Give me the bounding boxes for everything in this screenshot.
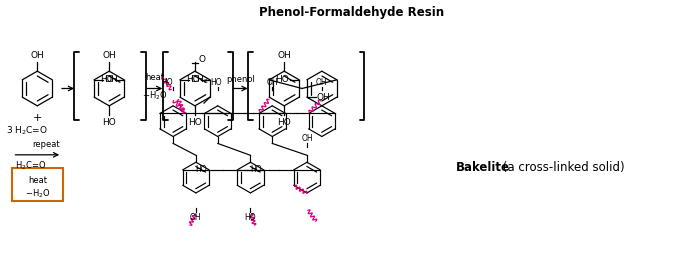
Text: Bakelite: Bakelite [456,161,510,174]
Text: heat: heat [145,73,164,82]
Text: $-$H$_2$O: $-$H$_2$O [142,90,168,102]
Text: heat: heat [28,176,47,185]
Text: OH: OH [102,51,116,60]
Text: HO: HO [102,118,116,127]
Text: HO: HO [275,75,289,84]
Text: 3 H$_2$C=O: 3 H$_2$C=O [6,124,48,137]
Text: OH: OH [301,134,312,143]
Text: $-$H$_2$O: $-$H$_2$O [24,188,50,200]
Text: H$_2$C=O: H$_2$C=O [15,160,46,172]
Text: phenol: phenol [226,75,255,84]
Text: (a cross-linked solid): (a cross-linked solid) [499,161,625,174]
Text: OH: OH [31,51,44,60]
Text: HO: HO [278,118,291,127]
Text: HO: HO [101,75,115,84]
Text: HO: HO [210,78,222,87]
Text: Phenol-Formaldehyde Resin: Phenol-Formaldehyde Resin [259,6,444,19]
Text: HO: HO [188,118,202,127]
Text: OH: OH [317,93,331,102]
Text: OH: OH [190,213,202,222]
Text: OH: OH [266,78,278,87]
Text: HO: HO [161,78,173,87]
Text: CH$_2$: CH$_2$ [190,74,208,86]
Text: HO: HO [187,75,200,84]
Text: OH: OH [104,75,118,84]
Text: HO: HO [196,165,208,174]
Text: repeat: repeat [32,140,60,149]
Text: OH: OH [278,51,291,60]
Text: O: O [199,55,206,64]
Text: OH: OH [316,78,328,87]
FancyBboxPatch shape [11,168,63,201]
Text: +: + [33,113,42,123]
Text: HO: HO [245,213,257,222]
Text: HO: HO [250,165,262,174]
